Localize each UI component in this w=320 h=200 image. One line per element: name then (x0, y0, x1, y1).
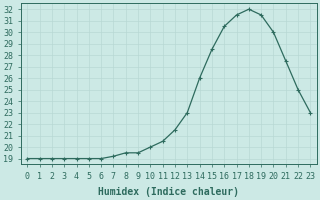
X-axis label: Humidex (Indice chaleur): Humidex (Indice chaleur) (98, 186, 239, 197)
